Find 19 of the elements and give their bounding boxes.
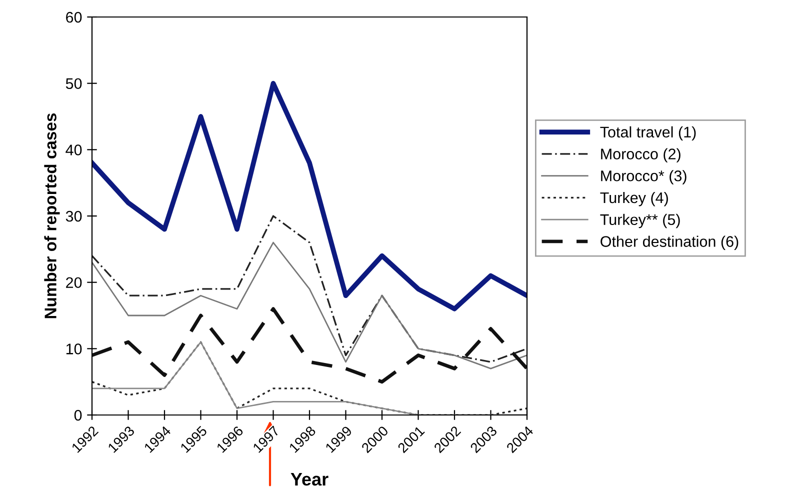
legend-label: Total travel (1) [600,126,696,141]
y-tick-label: 10 [66,344,82,354]
y-tick-label: 60 [66,12,82,23]
x-axis-title: Year [290,473,328,486]
legend-label: Turkey** (5) [600,214,680,228]
y-tick-label: 50 [66,78,82,90]
legend-label: Morocco (2) [601,148,680,162]
line-series [92,215,527,363]
line-series [92,307,527,384]
line-series [92,80,527,312]
y-axis-title: Number of reported cases [44,113,60,318]
legend-label: Other destination (6) [600,236,738,250]
y-tick-label: 0 [74,410,82,421]
y-tick-label: 30 [66,210,82,222]
legend-label: Morocco* (3) [601,170,686,184]
legend-label: Turkey (4) [600,192,668,206]
y-tick-label: 20 [66,277,82,288]
y-tick-label: 40 [66,144,82,156]
line-series [92,242,527,370]
